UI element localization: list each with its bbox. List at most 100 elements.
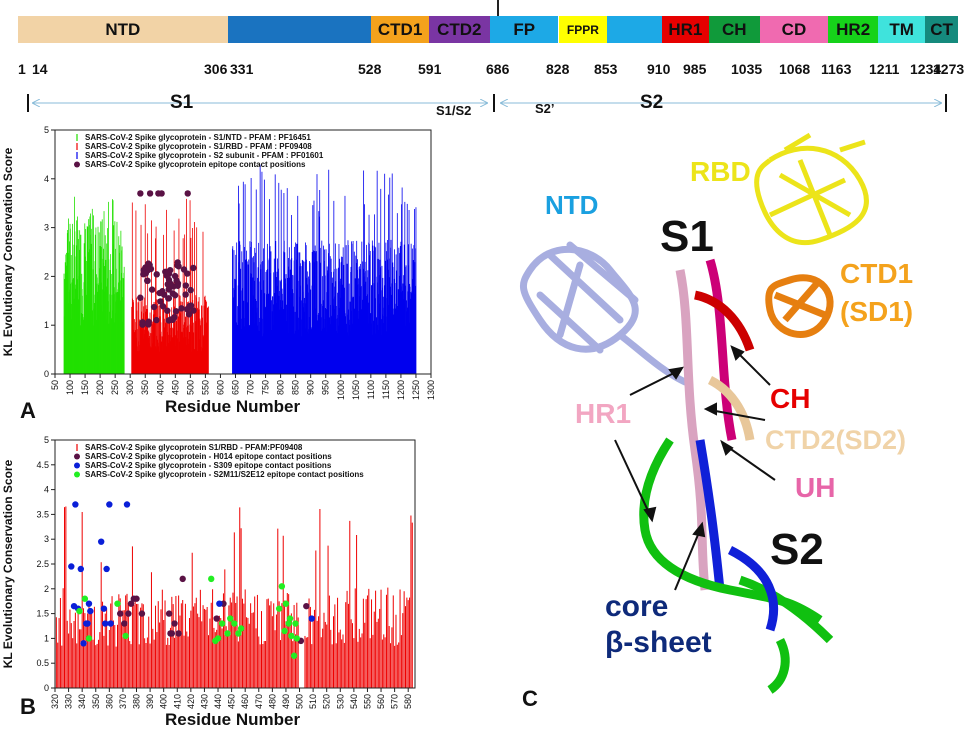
epitope-point [146, 190, 154, 197]
epitope-point [214, 635, 222, 642]
domain-segment-cd: CD [759, 16, 829, 43]
y-tick-label: 5 [44, 125, 49, 135]
x-tick-label: 400 [159, 694, 169, 709]
epitope-point [174, 282, 181, 289]
y-tick-label: 1 [44, 633, 49, 643]
epitope-point [303, 602, 310, 610]
domain-segment-tm: TM [878, 16, 926, 43]
x-tick-label: 360 [104, 694, 114, 709]
epitope-point [293, 635, 301, 642]
epitope-point [182, 291, 189, 298]
y-tick-label: 3.5 [36, 509, 49, 519]
residue-position: 1035 [731, 61, 763, 77]
epitope-point [122, 632, 129, 640]
ctd1-label: CTD1 [840, 258, 914, 289]
epitope-point [138, 610, 146, 617]
epitope-point [187, 286, 194, 294]
epitope-point [145, 260, 152, 267]
hr1-label: HR1 [575, 398, 632, 429]
domain-segment-ch: CH [708, 16, 760, 43]
epitope-point [72, 501, 79, 508]
epitope-point [139, 321, 146, 328]
x-tick-label: 250 [110, 380, 120, 395]
ntd-domain-ribbon [520, 241, 689, 386]
x-tick-label: 200 [95, 380, 105, 395]
epitope-point [235, 630, 242, 637]
epitope-point [182, 282, 190, 289]
x-tick-label: 450 [227, 694, 237, 709]
x-tick-label: 340 [77, 694, 87, 709]
x-tick-label: 800 [276, 380, 286, 395]
legend-swatch [74, 161, 80, 168]
epitope-point [85, 600, 93, 607]
x-tick-label: 470 [254, 694, 264, 709]
residue-position: 1273 [933, 61, 965, 77]
epitope-point [237, 625, 245, 632]
region-s1-label: S1 [170, 92, 194, 113]
panel-b-xlabel: Residue Number [165, 710, 301, 729]
x-tick-label: 460 [240, 694, 250, 709]
residue-position: 591 [418, 61, 442, 77]
annotation-arrows [614, 345, 776, 591]
domain-segment-linker-6 [607, 16, 662, 43]
residue-position: 853 [594, 61, 618, 77]
x-tick-label: 100 [65, 380, 75, 395]
ctd1-domain-ribbon [765, 274, 834, 338]
uh-label: UH [795, 472, 836, 503]
residue-position: 528 [358, 61, 382, 77]
x-tick-label: 330 [64, 694, 74, 709]
epitope-point [183, 306, 191, 313]
domain-segment-ct: CT [925, 16, 958, 43]
y-axis-label: KL Evolutionary Conservation Score [1, 147, 15, 356]
epitope-point [173, 277, 180, 284]
ntd-label: NTD [545, 190, 599, 220]
epitope-point [158, 190, 165, 197]
epitope-series-2 [76, 575, 301, 659]
x-tick-label: 550 [362, 694, 372, 709]
x-tick-label: 580 [403, 694, 413, 709]
y-tick-label: 1.5 [36, 609, 49, 619]
epitope-point [288, 632, 295, 640]
domain-segment-ntd: NTD [18, 16, 228, 43]
x-tick-label: 50 [50, 380, 60, 390]
epitope-point [81, 595, 89, 602]
epitope-point [133, 595, 140, 602]
region-s1s2-label: S1/S2 [436, 103, 472, 118]
panel-b-legend: SARS-CoV-2 Spike glycoprotein S1/RBD - P… [74, 443, 364, 479]
residue-position: 331 [230, 61, 254, 77]
x-tick-label: 440 [213, 694, 223, 709]
y-tick-label: 2.5 [36, 559, 49, 569]
epitope-point [164, 307, 171, 314]
x-tick-label: 1000 [336, 380, 346, 400]
epitope-point [172, 308, 180, 315]
epitope-point [145, 321, 152, 328]
domain-segment-linker-1 [227, 16, 372, 43]
epitope-point [290, 652, 298, 659]
epitope-series-0 [117, 575, 310, 645]
x-tick-label: 380 [132, 694, 142, 709]
epitope-point [227, 615, 234, 622]
epitope-point [179, 575, 186, 583]
x-tick-label: 410 [172, 694, 182, 709]
x-tick-label: 500 [295, 694, 305, 709]
x-tick-label: 1300 [426, 380, 436, 400]
epitope-point [185, 311, 193, 318]
epitope-point [278, 583, 286, 590]
epitope-point [180, 266, 188, 273]
epitope-point [184, 190, 191, 197]
rbd-bars [54, 506, 413, 688]
x-tick-label: 520 [322, 694, 332, 709]
epitope-point [68, 563, 75, 570]
x-tick-label: 540 [349, 694, 359, 709]
residue-position: 14 [32, 61, 48, 77]
legend-entry: SARS-CoV-2 Spike glycoprotein - S2M11/S2… [85, 470, 364, 479]
x-tick-label: 150 [80, 380, 90, 395]
epitope-point [285, 620, 292, 627]
epitope-point [167, 280, 174, 288]
epitope-point [121, 620, 128, 627]
residue-position: 985 [683, 61, 707, 77]
residue-position: 1163 [821, 61, 852, 77]
x-tick-label: 1100 [366, 380, 376, 399]
epitope-point [165, 610, 173, 617]
